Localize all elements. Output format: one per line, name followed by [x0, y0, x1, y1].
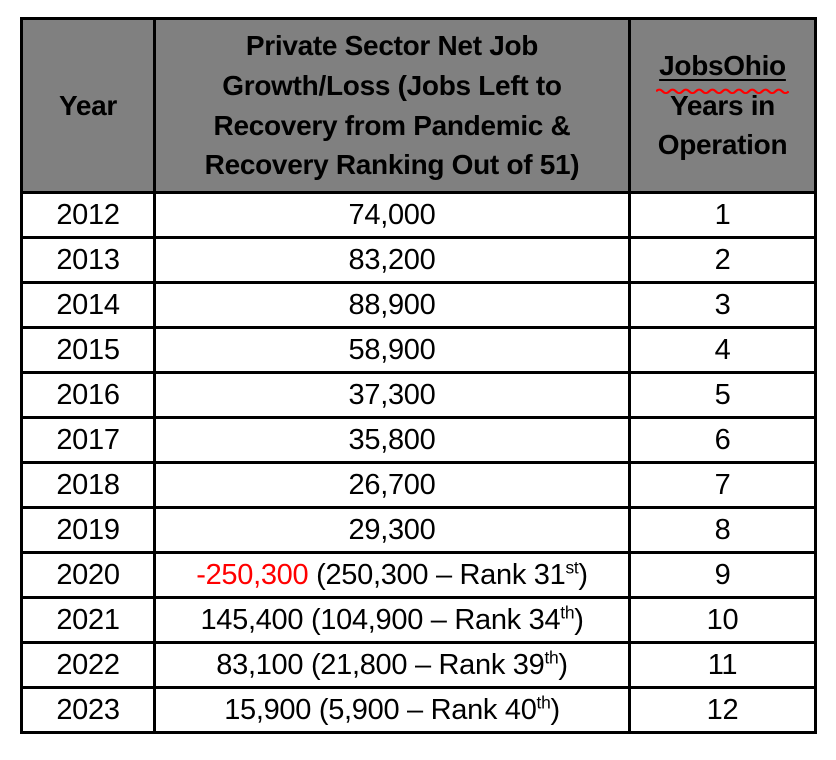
growth-text: 83,100 (21,800 – Rank 39 [216, 648, 545, 681]
growth-text: 37,300 [348, 378, 436, 411]
table-row: 2013 83,200 2 [20, 236, 817, 284]
jobsohio-word: JobsOhio [656, 46, 789, 94]
growth-text: 15,900 (5,900 – Rank 40 [224, 693, 537, 726]
years-in-operation-cell: 9 [628, 551, 817, 599]
growth-text: 88,900 [348, 288, 436, 321]
table-row: 2022 83,100 (21,800 – Rank 39th) 11 [20, 641, 817, 689]
year-cell: 2019 [20, 506, 156, 554]
growth-text: ) [550, 693, 560, 726]
growth-text: 145,400 (104,900 – Rank 34 [200, 603, 561, 636]
negative-value: -250,300 [196, 558, 309, 591]
header-growth-label: Private Sector Net Job Growth/Loss (Jobs… [204, 30, 580, 181]
header-row: Year Private Sector Net Job Growth/Loss … [20, 17, 817, 194]
ordinal-superscript: st [565, 556, 579, 577]
years-in-operation-cell: 3 [628, 281, 817, 329]
year-cell: 2015 [20, 326, 156, 374]
years-in-operation-cell: 4 [628, 326, 817, 374]
growth-cell: 74,000 [153, 191, 631, 239]
growth-text: (250,300 – Rank 31 [308, 558, 566, 591]
growth-cell: 145,400 (104,900 – Rank 34th) [153, 596, 631, 644]
year-cell: 2021 [20, 596, 156, 644]
growth-text: 83,200 [348, 243, 436, 276]
years-in-operation-cell: 10 [628, 596, 817, 644]
growth-text: ) [558, 648, 568, 681]
table-row: 2021 145,400 (104,900 – Rank 34th) 10 [20, 596, 817, 644]
jobsohio-jobs-table: Year Private Sector Net Job Growth/Loss … [20, 17, 817, 734]
year-cell: 2012 [20, 191, 156, 239]
growth-text: 26,700 [348, 468, 436, 501]
table-row: 2017 35,800 6 [20, 416, 817, 464]
years-in-operation-cell: 7 [628, 461, 817, 509]
growth-text: 74,000 [348, 198, 436, 231]
header-year-label: Year [59, 89, 117, 121]
year-cell: 2018 [20, 461, 156, 509]
table-body: 2012 74,000 1 2013 83,200 2 2014 88,900 3 2015 58,… [20, 191, 817, 734]
growth-text: ) [574, 603, 584, 636]
ordinal-superscript: th [544, 646, 559, 667]
year-cell: 2023 [20, 686, 156, 734]
years-in-operation-cell: 12 [628, 686, 817, 734]
ordinal-superscript: th [536, 691, 551, 712]
growth-cell: 26,700 [153, 461, 631, 509]
growth-cell: 58,900 [153, 326, 631, 374]
ordinal-superscript: th [560, 601, 575, 622]
year-cell: 2017 [20, 416, 156, 464]
table-row: 2016 37,300 5 [20, 371, 817, 419]
growth-text: 29,300 [348, 513, 436, 546]
growth-cell: 88,900 [153, 281, 631, 329]
years-in-operation-cell: 11 [628, 641, 817, 689]
growth-cell: 35,800 [153, 416, 631, 464]
table-row: 2019 29,300 8 [20, 506, 817, 554]
header-year: Year [20, 17, 156, 194]
header-jobsohio-years: JobsOhio Years in Operation [628, 17, 817, 194]
table-row: 2015 58,900 4 [20, 326, 817, 374]
table-row: 2014 88,900 3 [20, 281, 817, 329]
jobsohio-word-label: JobsOhio [659, 49, 786, 81]
years-in-operation-cell: 6 [628, 416, 817, 464]
header-jobsohio-rest-label: Years in Operation [657, 89, 788, 161]
table-row: 2018 26,700 7 [20, 461, 817, 509]
growth-cell: 37,300 [153, 371, 631, 419]
table-row: 2012 74,000 1 [20, 191, 817, 239]
growth-text: 35,800 [348, 423, 436, 456]
growth-text: ) [578, 558, 588, 591]
years-in-operation-cell: 5 [628, 371, 817, 419]
year-cell: 2022 [20, 641, 156, 689]
growth-cell: 83,200 [153, 236, 631, 284]
growth-cell: 15,900 (5,900 – Rank 40th) [153, 686, 631, 734]
table-row: 2023 15,900 (5,900 – Rank 40th) 12 [20, 686, 817, 734]
growth-cell: -250,300 (250,300 – Rank 31st) [153, 551, 631, 599]
growth-cell: 29,300 [153, 506, 631, 554]
year-cell: 2013 [20, 236, 156, 284]
growth-cell: 83,100 (21,800 – Rank 39th) [153, 641, 631, 689]
year-cell: 2020 [20, 551, 156, 599]
years-in-operation-cell: 1 [628, 191, 817, 239]
years-in-operation-cell: 2 [628, 236, 817, 284]
table-row: 2020 -250,300 (250,300 – Rank 31st) 9 [20, 551, 817, 599]
growth-text: 58,900 [348, 333, 436, 366]
years-in-operation-cell: 8 [628, 506, 817, 554]
year-cell: 2014 [20, 281, 156, 329]
year-cell: 2016 [20, 371, 156, 419]
spellcheck-squiggle-icon [656, 88, 789, 94]
header-growth: Private Sector Net Job Growth/Loss (Jobs… [153, 17, 631, 194]
